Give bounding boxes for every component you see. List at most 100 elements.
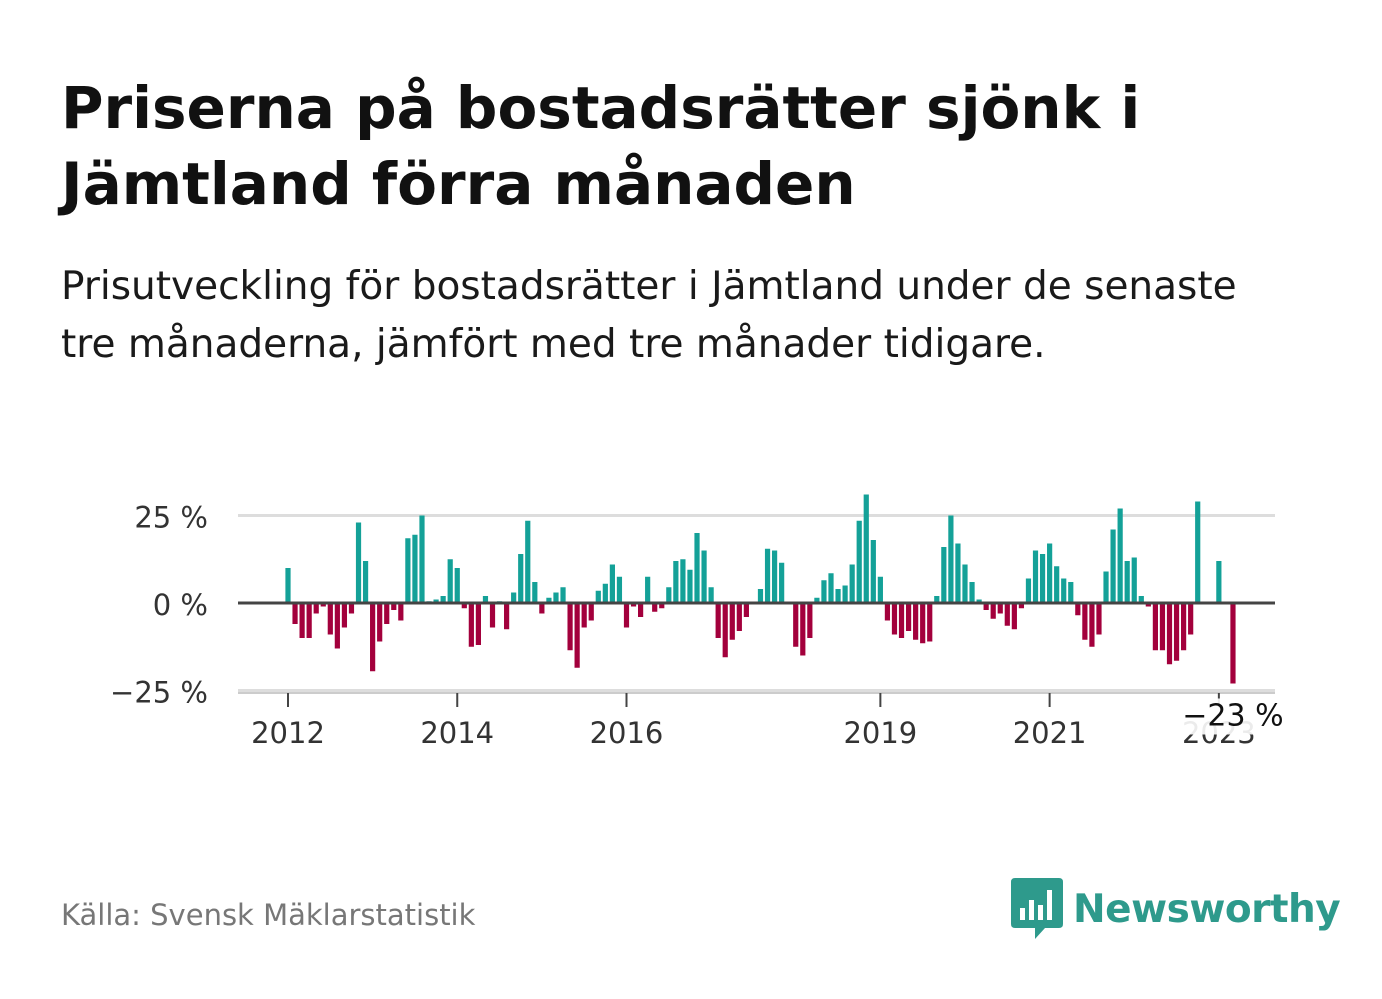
chart-subtitle: Prisutveckling för bostadsrätter i Jämtl… bbox=[61, 264, 1237, 367]
bar bbox=[482, 596, 489, 603]
bar bbox=[757, 589, 764, 603]
bar bbox=[320, 603, 326, 607]
bar bbox=[941, 547, 947, 603]
bar bbox=[539, 603, 545, 614]
bar bbox=[856, 520, 862, 603]
x-tick-label: 2014 bbox=[420, 716, 494, 750]
bar bbox=[630, 603, 637, 607]
bar bbox=[877, 576, 883, 603]
bar bbox=[962, 564, 968, 603]
bar bbox=[771, 550, 778, 603]
bar bbox=[1230, 603, 1236, 684]
bar bbox=[828, 573, 834, 603]
bar bbox=[595, 590, 601, 603]
bar bbox=[362, 561, 369, 603]
bar bbox=[306, 603, 312, 638]
bar bbox=[602, 583, 608, 603]
bar bbox=[1082, 603, 1088, 640]
bar bbox=[567, 603, 573, 651]
bar bbox=[525, 520, 531, 603]
newsworthy-logo: Newsworthy bbox=[1011, 878, 1341, 940]
bar bbox=[1075, 603, 1081, 616]
x-tick-label: 2016 bbox=[590, 716, 664, 750]
bar bbox=[292, 603, 298, 624]
bar bbox=[334, 603, 340, 649]
bar bbox=[1047, 543, 1053, 603]
bar bbox=[433, 599, 439, 603]
bar bbox=[377, 603, 383, 642]
bar bbox=[1011, 603, 1017, 630]
bar bbox=[821, 580, 827, 603]
last-value-label: −23 % bbox=[1182, 699, 1283, 734]
bar bbox=[313, 603, 319, 614]
bar bbox=[920, 603, 926, 644]
bar bbox=[489, 603, 496, 628]
bar bbox=[1117, 508, 1123, 603]
brand-name: Newsworthy bbox=[1073, 886, 1341, 932]
bar bbox=[1138, 596, 1144, 603]
bar bbox=[680, 559, 686, 603]
bar bbox=[835, 589, 841, 603]
bar bbox=[729, 603, 735, 640]
bar bbox=[574, 603, 580, 668]
bar bbox=[736, 603, 742, 631]
bar bbox=[807, 603, 813, 638]
x-tick-label: 2019 bbox=[843, 716, 917, 750]
bar bbox=[370, 603, 376, 672]
bar bbox=[927, 603, 933, 642]
bar bbox=[454, 568, 460, 603]
bar bbox=[1159, 603, 1166, 651]
bar bbox=[1004, 603, 1010, 626]
bar bbox=[553, 592, 559, 603]
bar bbox=[1195, 501, 1201, 603]
bar bbox=[1124, 561, 1130, 603]
bar bbox=[687, 569, 693, 603]
bar bbox=[341, 603, 348, 628]
bar bbox=[1039, 554, 1046, 603]
bar bbox=[652, 603, 658, 612]
bar bbox=[581, 603, 587, 628]
bar bbox=[905, 603, 912, 631]
bar bbox=[532, 582, 538, 603]
bar bbox=[1089, 603, 1095, 647]
newsworthy-logo-icon bbox=[1011, 878, 1063, 939]
bar bbox=[1216, 561, 1222, 603]
bar bbox=[1018, 603, 1025, 609]
bar bbox=[870, 540, 876, 603]
bar bbox=[891, 603, 898, 635]
bar bbox=[694, 533, 700, 603]
bar bbox=[1032, 550, 1039, 603]
bar bbox=[913, 603, 919, 640]
bar bbox=[391, 603, 397, 610]
y-tick-label: 0 % bbox=[153, 588, 208, 622]
bar bbox=[623, 603, 630, 628]
bar bbox=[348, 603, 355, 614]
bar bbox=[673, 561, 679, 603]
chart-title: Priserna på bostadsrätter sjönk i Jämtla… bbox=[61, 74, 1141, 218]
bar bbox=[990, 603, 996, 619]
bar bbox=[1131, 557, 1137, 603]
bar bbox=[1166, 603, 1173, 665]
bar bbox=[475, 603, 481, 645]
annotation-background bbox=[1178, 698, 1289, 735]
bar bbox=[1173, 603, 1180, 661]
bar bbox=[405, 538, 411, 603]
bar bbox=[609, 564, 615, 603]
source-note: Källa: Svensk Mäklarstatistik bbox=[61, 898, 476, 932]
bar bbox=[955, 543, 961, 603]
bar bbox=[722, 603, 728, 658]
bar bbox=[976, 599, 982, 603]
bar-chart: 25 %0 %−25 %201220142016201920212023−23 … bbox=[110, 494, 1289, 750]
bar bbox=[1061, 578, 1067, 603]
bar bbox=[504, 603, 510, 630]
bar bbox=[440, 596, 446, 603]
bar bbox=[934, 596, 940, 603]
bar bbox=[743, 603, 749, 617]
y-tick-label: −25 % bbox=[110, 676, 208, 710]
bar bbox=[355, 522, 362, 603]
bar bbox=[327, 603, 333, 635]
bar bbox=[588, 603, 594, 621]
bar bbox=[779, 562, 785, 603]
bar bbox=[666, 587, 672, 603]
bar bbox=[659, 603, 665, 609]
